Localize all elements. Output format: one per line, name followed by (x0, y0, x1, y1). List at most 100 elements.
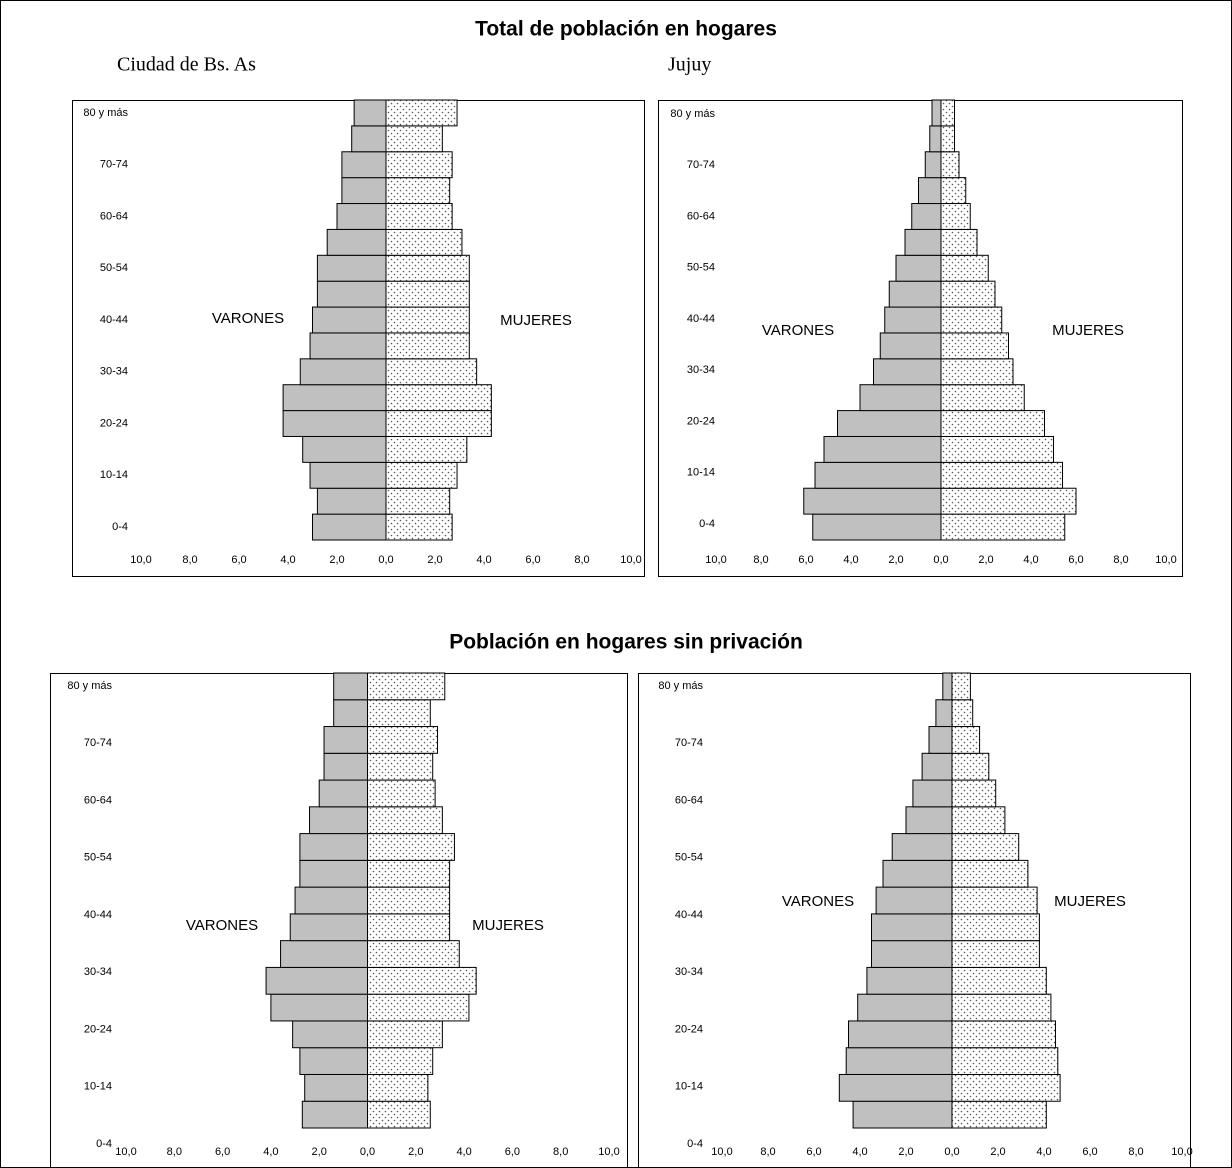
bar (873, 358, 942, 386)
bar (859, 384, 942, 412)
bar (935, 699, 953, 728)
bar (951, 779, 997, 808)
x-tick-label: 8,0 (760, 1146, 775, 1158)
x-tick-label: 2,0 (898, 1146, 913, 1158)
x-tick-label: 4,0 (852, 1146, 867, 1158)
y-tick-label: 20-24 (675, 1023, 703, 1035)
bar (367, 993, 470, 1022)
bar (385, 332, 470, 360)
x-tick-label: 10,0 (711, 1146, 732, 1158)
x-tick-label: 8,0 (553, 1146, 568, 1158)
bar (316, 254, 387, 282)
bar (940, 125, 955, 153)
bar (929, 125, 942, 153)
bar (837, 410, 942, 437)
bar (951, 672, 971, 701)
bar (299, 859, 369, 888)
x-tick-label: 2,0 (427, 554, 442, 566)
series-label: MUJERES (500, 312, 572, 329)
series-label: MUJERES (1052, 322, 1124, 339)
series-label: VARONES (762, 322, 834, 339)
y-tick-label: 80 y más (658, 680, 703, 692)
bar (895, 254, 942, 282)
bar (299, 833, 369, 861)
bar (911, 203, 942, 230)
bar (289, 913, 368, 942)
bar (857, 993, 953, 1022)
y-tick-label: 80 y más (670, 108, 715, 120)
bar (942, 672, 953, 701)
bar (385, 513, 453, 541)
y-tick-label: 50-54 (100, 262, 128, 274)
bar (367, 806, 443, 835)
y-tick-label: 50-54 (675, 852, 703, 864)
bar (940, 99, 955, 127)
x-tick-label: 6,0 (215, 1146, 230, 1158)
x-tick-label: 8,0 (1113, 554, 1128, 566)
bar (367, 966, 477, 995)
bar (304, 1073, 368, 1102)
x-tick-label: 10,0 (598, 1146, 619, 1158)
bar (367, 833, 455, 861)
bar (912, 779, 953, 808)
bar (803, 487, 942, 515)
y-tick-label: 50-54 (687, 262, 715, 274)
bar (367, 940, 460, 968)
y-tick-label: 0-4 (112, 521, 128, 533)
bar (951, 1047, 1059, 1075)
bar (951, 940, 1040, 968)
bar (812, 513, 942, 541)
bar (940, 151, 960, 179)
bar (884, 306, 942, 334)
bar (924, 151, 942, 179)
bar (871, 940, 953, 968)
bar (891, 833, 953, 861)
series-label: MUJERES (1054, 893, 1126, 910)
bar (940, 280, 996, 308)
bar (367, 779, 436, 808)
bar (302, 435, 387, 463)
bar (940, 410, 1045, 437)
bar (875, 886, 953, 915)
y-tick-label: 10-14 (675, 1081, 703, 1093)
y-tick-label: 30-34 (84, 966, 112, 978)
bar (845, 1047, 953, 1075)
x-tick-label: 0,0 (944, 1146, 959, 1158)
bar (940, 228, 978, 256)
x-tick-label: 4,0 (280, 554, 295, 566)
bar (333, 699, 369, 728)
bar (940, 513, 1066, 541)
bar (367, 672, 446, 701)
bar (905, 806, 953, 835)
bar (341, 151, 387, 179)
y-tick-label: 30-34 (100, 366, 128, 378)
bar (323, 726, 368, 754)
bar (871, 913, 953, 942)
bar (367, 886, 451, 915)
x-tick-label: 2,0 (888, 554, 903, 566)
bar (385, 280, 470, 308)
x-tick-label: 8,0 (182, 554, 197, 566)
bar (951, 752, 990, 781)
y-tick-label: 10-14 (687, 467, 715, 479)
bar (336, 203, 387, 230)
y-tick-label: 40-44 (675, 909, 703, 921)
bar (326, 228, 387, 256)
series-label: VARONES (186, 917, 258, 934)
bar (940, 487, 1077, 515)
x-tick-label: 10,0 (1171, 1146, 1192, 1158)
bar (301, 1100, 369, 1129)
bar (940, 254, 989, 282)
x-tick-label: 4,0 (1023, 554, 1038, 566)
y-tick-label: 20-24 (84, 1023, 112, 1035)
bar (367, 1020, 443, 1049)
x-tick-label: 6,0 (798, 554, 813, 566)
y-tick-label: 20-24 (100, 417, 128, 429)
bar (385, 228, 463, 256)
series-label: VARONES (212, 310, 284, 327)
bar (292, 1020, 369, 1049)
bar (385, 151, 453, 179)
x-tick-label: 8,0 (1128, 1146, 1143, 1158)
bar (367, 859, 451, 888)
